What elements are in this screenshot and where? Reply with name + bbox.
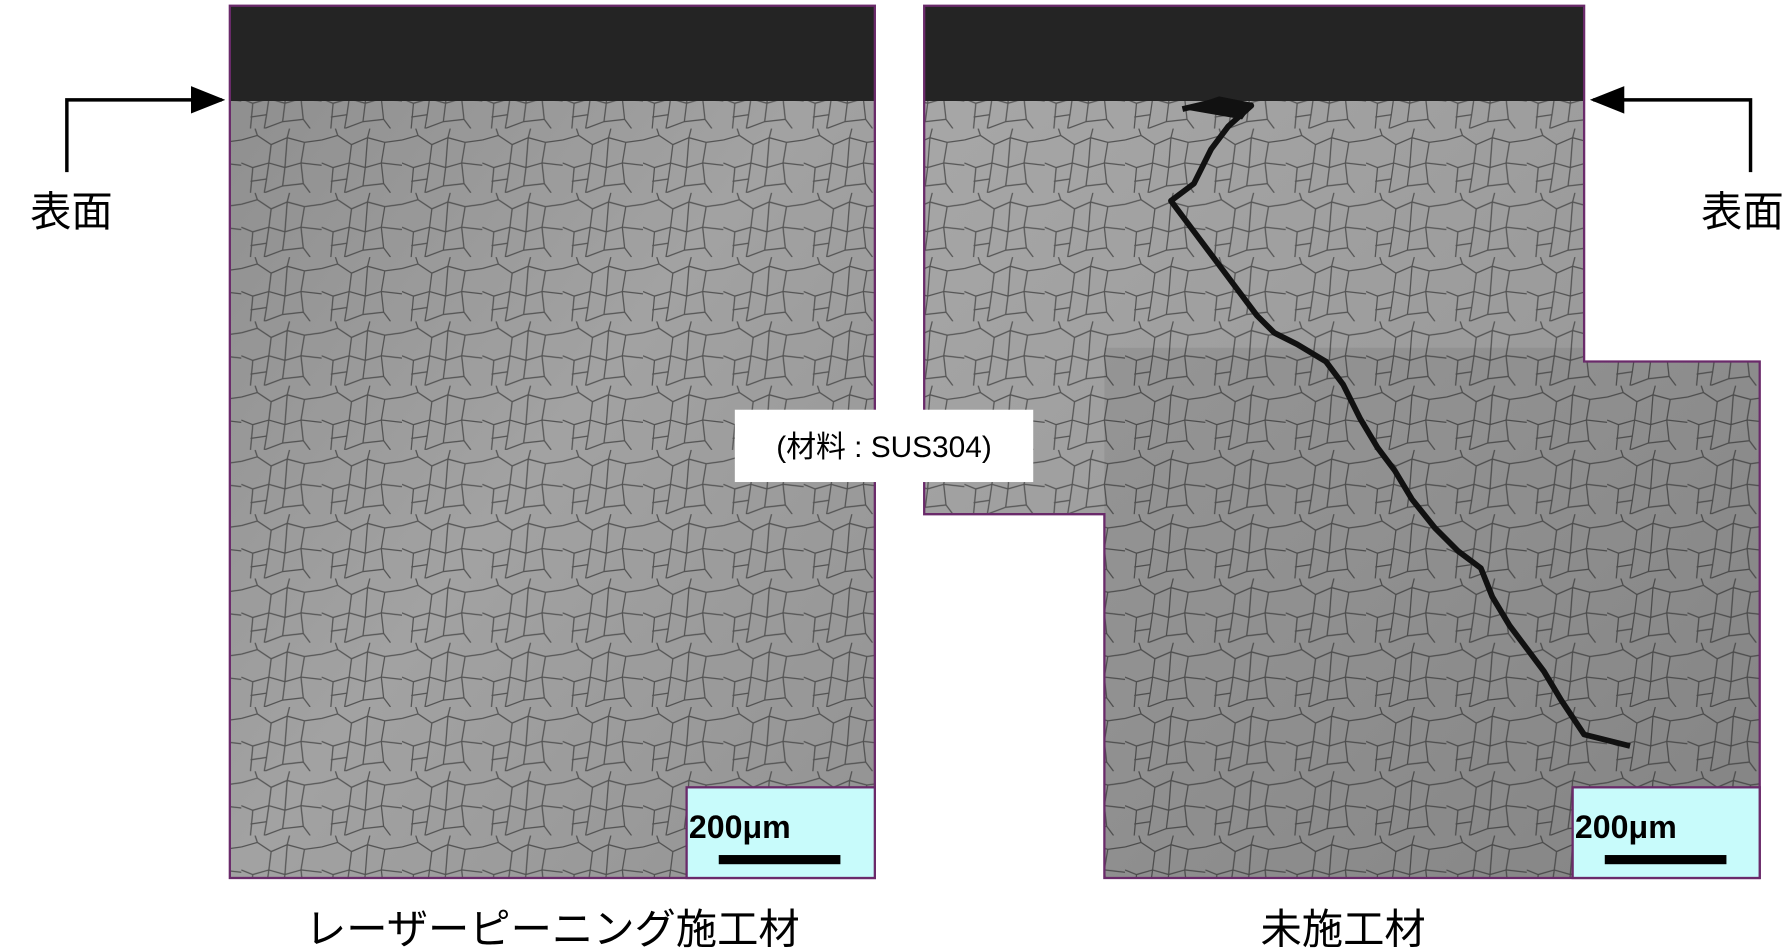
figure: 200μm 200μm (材料 : SUS304) 表面 表面 レーザーピーニン… — [0, 0, 1791, 948]
page: 200μm 200μm (材料 : SUS304) 表面 表面 レーザーピーニン… — [0, 0, 1791, 948]
surface-label: 表面 — [1701, 189, 1784, 235]
surface-arrow — [1593, 100, 1750, 172]
micrograph-right — [924, 6, 1760, 878]
surface-label: 表面 — [30, 189, 113, 235]
scale-bar-label: 200μm — [1575, 809, 1677, 845]
scale-bar-left: 200μm — [687, 787, 875, 878]
caption: レーザーピーニング施工材 — [305, 906, 800, 948]
material-note: (材料 : SUS304) — [776, 431, 991, 464]
caption: 未施工材 — [1261, 906, 1426, 948]
scale-bar-right: 200μm — [1573, 787, 1760, 878]
surface-arrow — [67, 100, 222, 172]
scale-bar-label: 200μm — [689, 809, 791, 845]
